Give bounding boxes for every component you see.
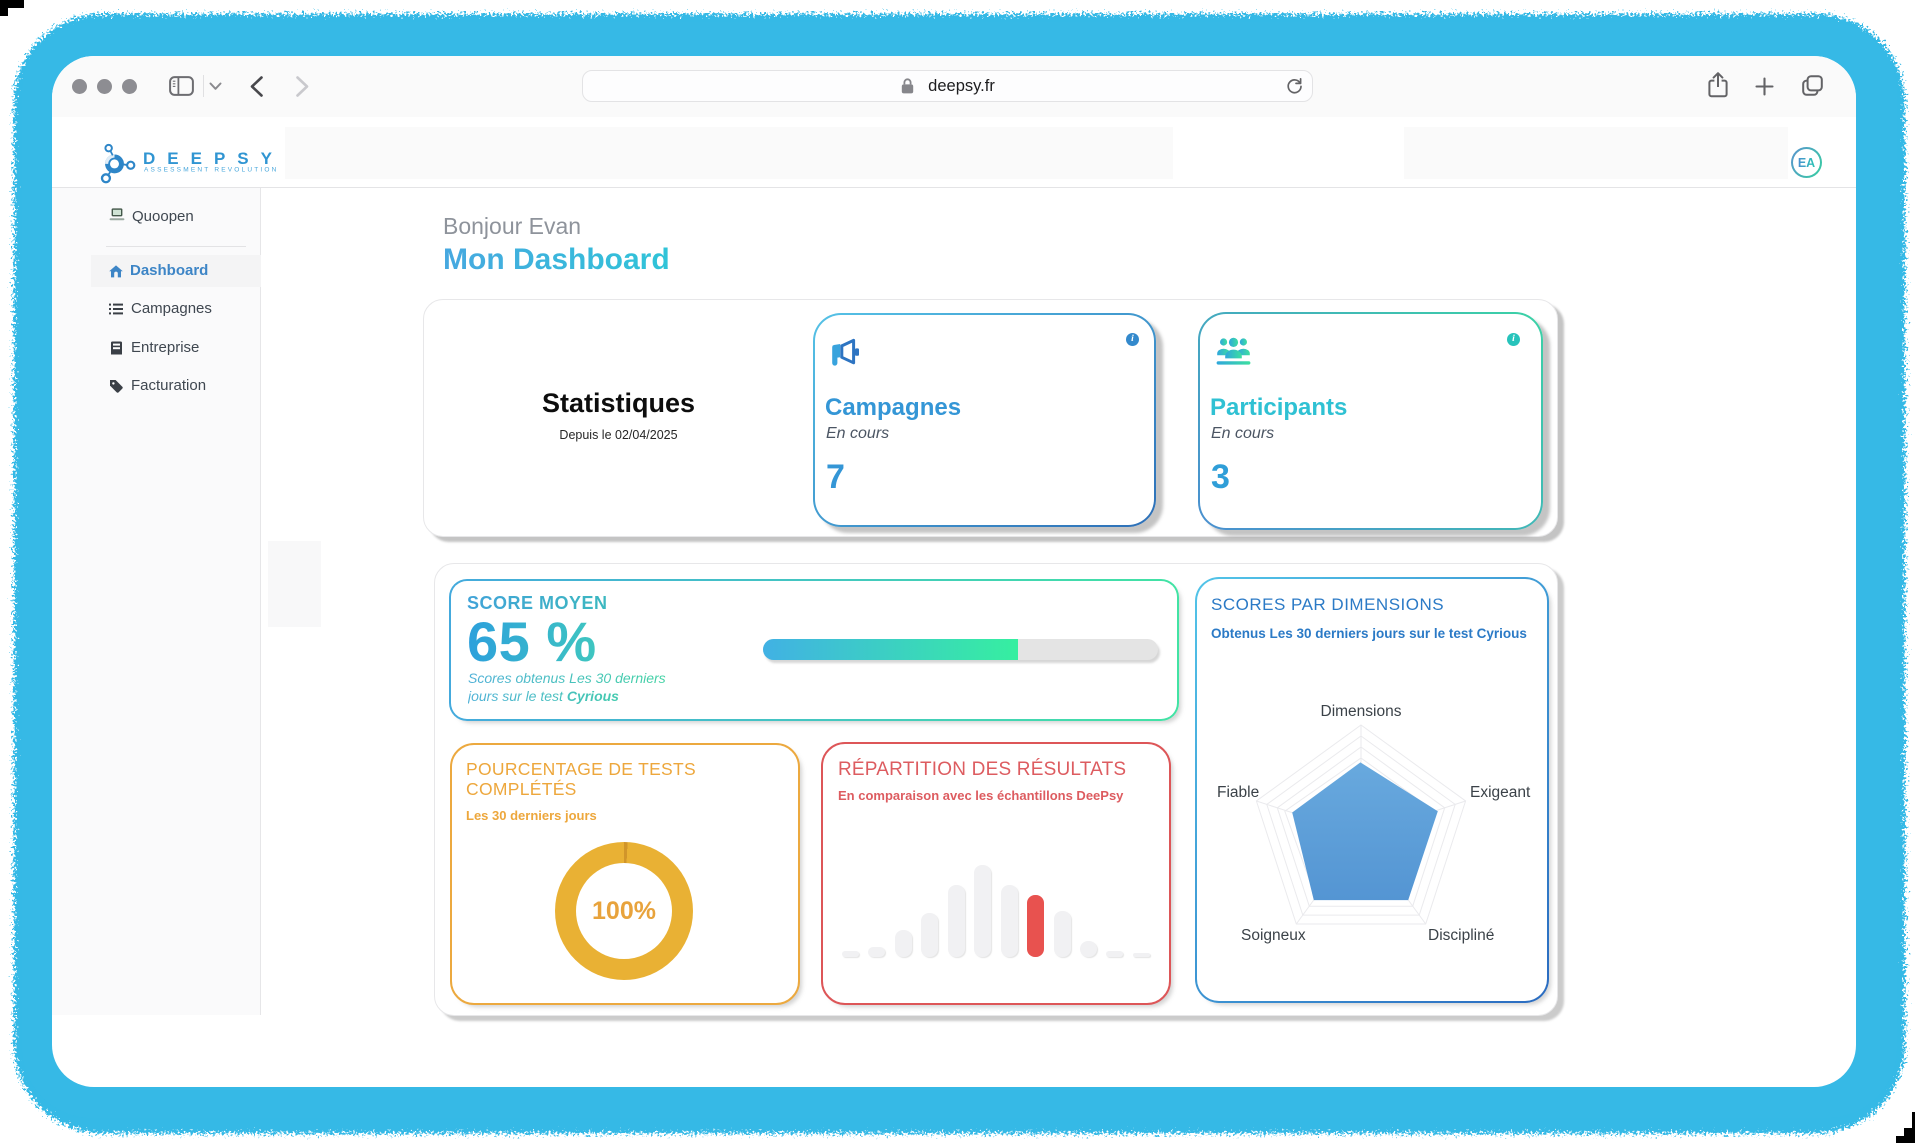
- svg-text:DEEPSY: DEEPSY: [143, 149, 283, 168]
- svg-text:ASSESSMENT REVOLUTION: ASSESSMENT REVOLUTION: [144, 167, 279, 174]
